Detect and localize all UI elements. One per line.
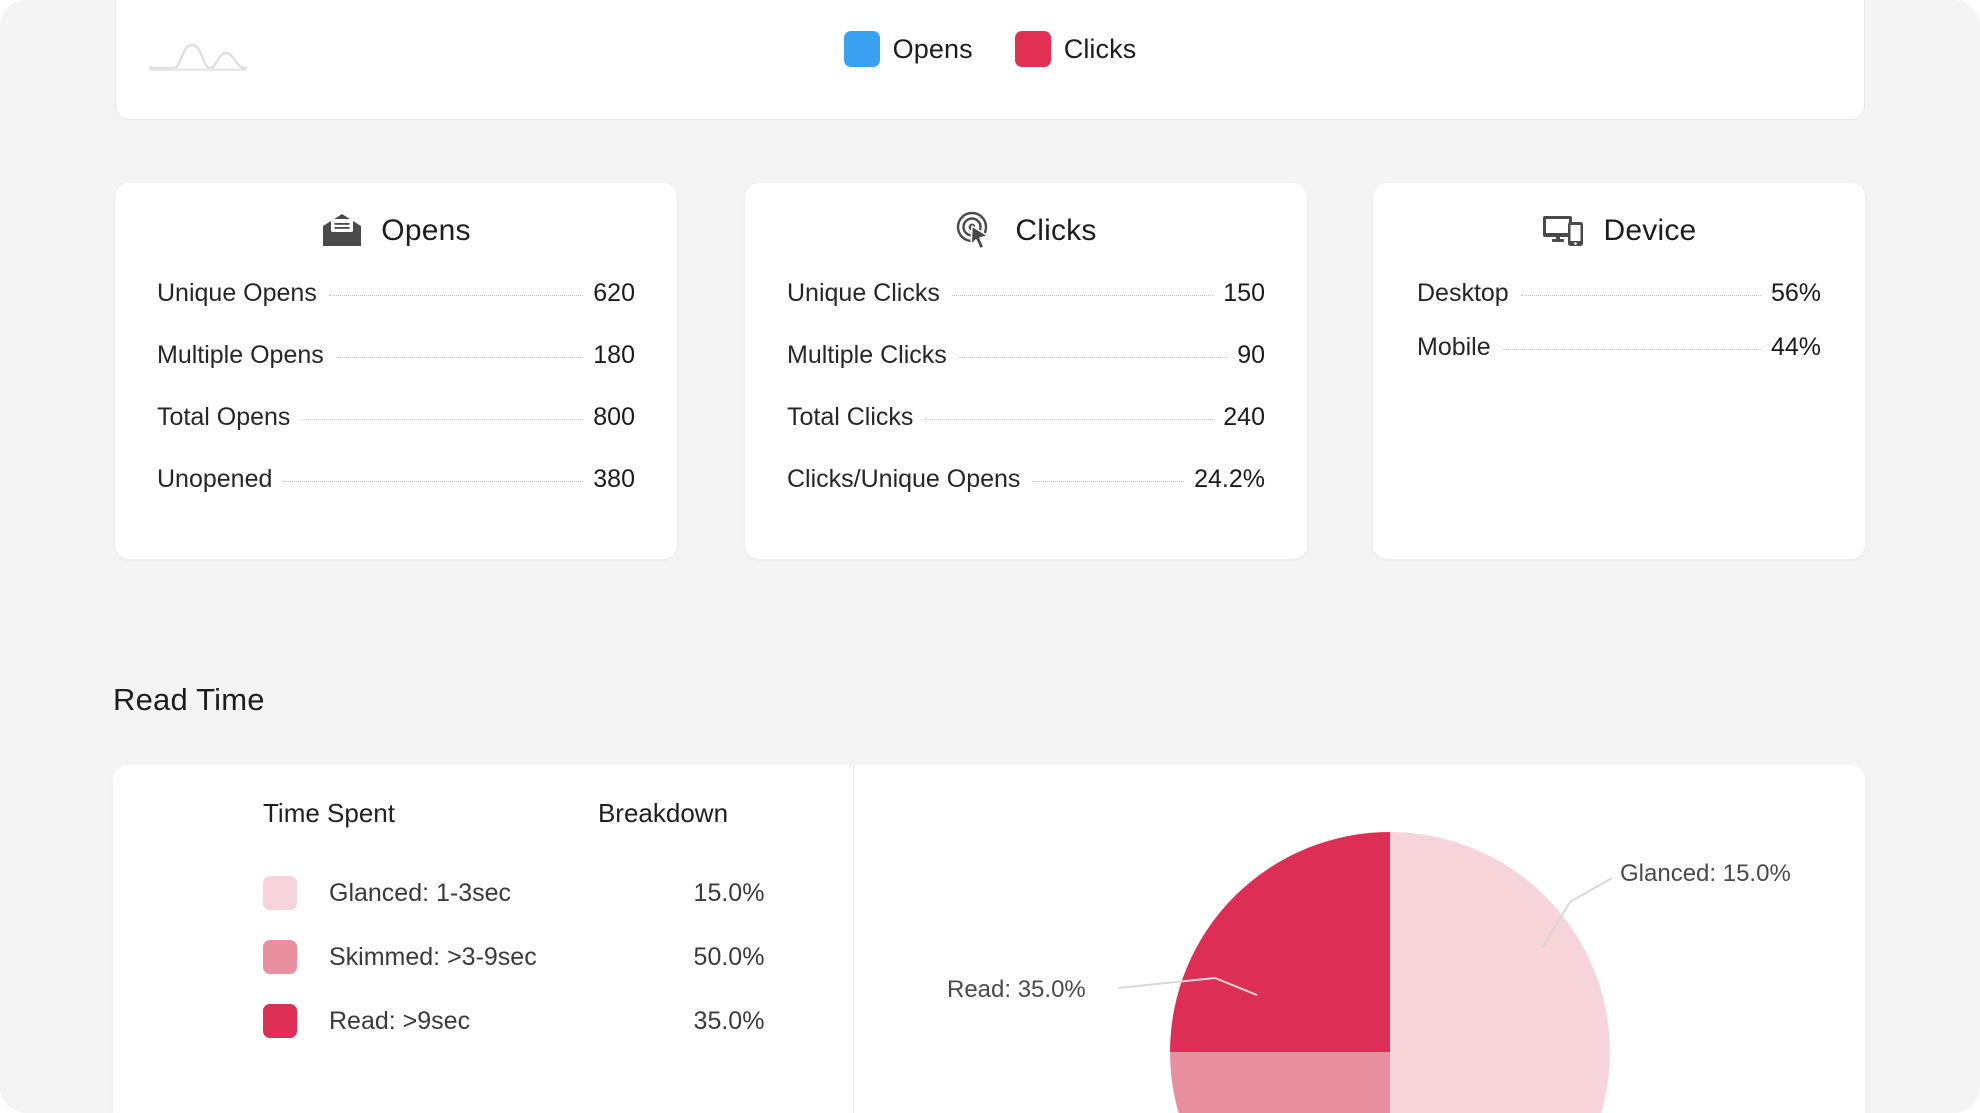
- stat-card-clicks: Clicks Unique Clicks 150 Multiple Clicks…: [745, 183, 1307, 559]
- leader-line: [958, 357, 1228, 358]
- color-swatch-icon: [263, 1004, 297, 1038]
- leader-line: [328, 295, 584, 296]
- stat-rows-clicks: Unique Clicks 150 Multiple Clicks 90 Tot…: [745, 279, 1307, 527]
- legend-label-clicks: Clicks: [1063, 33, 1137, 64]
- row-label: Skimmed: >3-9sec: [329, 942, 537, 971]
- row-label: Glanced: 1-3sec: [329, 878, 512, 907]
- stat-label: Unopened: [157, 465, 273, 493]
- leader-line: [335, 357, 584, 358]
- leader-line: [1032, 481, 1185, 482]
- legend-item-opens[interactable]: Opens: [843, 31, 973, 67]
- stat-row: Mobile 44%: [1417, 333, 1821, 387]
- envelope-open-icon: [321, 214, 363, 248]
- stat-value: 90: [1237, 341, 1265, 369]
- line-chart-icon: [148, 35, 248, 75]
- leader-line: [1502, 349, 1761, 350]
- column-header-breakdown: Breakdown: [597, 797, 729, 828]
- stat-row: Multiple Clicks 90: [787, 341, 1265, 403]
- stat-label: Unique Clicks: [787, 279, 940, 307]
- page-title-read-time: Read Time: [113, 682, 265, 717]
- stat-label: Multiple Clicks: [787, 341, 947, 369]
- leader-line: [1520, 295, 1761, 296]
- click-cursor-icon: [955, 211, 997, 251]
- leader-line: [951, 295, 1214, 296]
- stat-value: 240: [1223, 403, 1265, 431]
- color-swatch-icon: [263, 940, 297, 974]
- stat-row: Unopened 380: [157, 465, 635, 527]
- stat-row: Total Opens 800: [157, 403, 635, 465]
- pie-label-glanced: Glanced: 15.0%: [1620, 860, 1791, 887]
- stat-row: Total Clicks 240: [787, 403, 1265, 465]
- stat-label: Total Clicks: [787, 403, 914, 431]
- table-row: Glanced: 1-3sec 15.0%: [113, 861, 853, 925]
- chart-legend-card: Opens Clicks: [115, 0, 1865, 120]
- stat-rows-device: Desktop 56% Mobile 44%: [1373, 279, 1865, 387]
- stat-value: 620: [593, 279, 635, 307]
- stat-label: Mobile: [1417, 333, 1491, 361]
- stat-label: Total Opens: [157, 403, 291, 431]
- table-header-row: Time Spent Breakdown: [113, 765, 853, 861]
- table-row: Skimmed: >3-9sec 50.0%: [113, 925, 853, 989]
- read-time-card: Time Spent Breakdown Glanced: 1-3sec 15.…: [113, 765, 1865, 1113]
- stat-row: Unique Opens 620: [157, 279, 635, 341]
- stat-card-opens: Opens Unique Opens 620 Multiple Opens 18…: [115, 183, 677, 559]
- card-header-device: Device: [1373, 183, 1865, 279]
- stat-value: 150: [1223, 279, 1265, 307]
- legend-label-opens: Opens: [892, 33, 973, 64]
- card-title-clicks: Clicks: [1015, 214, 1097, 247]
- stat-label: Clicks/Unique Opens: [787, 465, 1021, 493]
- card-title-device: Device: [1603, 214, 1697, 247]
- divider: [853, 765, 854, 1113]
- stat-row: Unique Clicks 150: [787, 279, 1265, 341]
- row-value: 35.0%: [693, 1006, 765, 1035]
- stat-label: Multiple Opens: [157, 341, 324, 369]
- row-value: 15.0%: [693, 878, 765, 907]
- stat-value: 44%: [1770, 333, 1821, 361]
- row-label: Read: >9sec: [329, 1006, 471, 1035]
- stat-row: Clicks/Unique Opens 24.2%: [787, 465, 1265, 527]
- table-row: Read: >9sec 35.0%: [113, 989, 853, 1053]
- stat-value: 380: [593, 465, 635, 493]
- color-swatch-icon: [843, 31, 880, 67]
- stat-row: Desktop 56%: [1417, 279, 1821, 333]
- card-title-opens: Opens: [381, 214, 471, 247]
- stat-value: 180: [593, 341, 635, 369]
- desktop-mobile-icon: [1542, 214, 1586, 248]
- read-time-breakdown-table: Time Spent Breakdown Glanced: 1-3sec 15.…: [113, 765, 853, 1053]
- stat-value: 56%: [1770, 279, 1821, 307]
- color-swatch-icon: [263, 876, 297, 910]
- card-header-opens: Opens: [115, 183, 677, 279]
- stat-card-device: Device Desktop 56% Mobile 44%: [1373, 183, 1865, 559]
- card-header-clicks: Clicks: [745, 183, 1307, 279]
- leader-line: [925, 419, 1214, 420]
- leader-line: [284, 481, 584, 482]
- stat-label: Unique Opens: [157, 279, 317, 307]
- stat-row: Multiple Opens 180: [157, 341, 635, 403]
- legend-items: Opens Clicks: [116, 31, 1864, 67]
- stat-value: 24.2%: [1194, 465, 1265, 493]
- stat-value: 800: [593, 403, 635, 431]
- column-header-time-spent: Time Spent: [263, 797, 395, 828]
- leader-line: [302, 419, 584, 420]
- color-swatch-icon: [1014, 31, 1051, 67]
- stat-label: Desktop: [1417, 279, 1509, 307]
- legend-item-clicks[interactable]: Clicks: [1014, 31, 1137, 67]
- row-value: 50.0%: [693, 942, 765, 971]
- pie-label-read: Read: 35.0%: [947, 976, 1086, 1003]
- stat-rows-opens: Unique Opens 620 Multiple Opens 180 Tota…: [115, 279, 677, 527]
